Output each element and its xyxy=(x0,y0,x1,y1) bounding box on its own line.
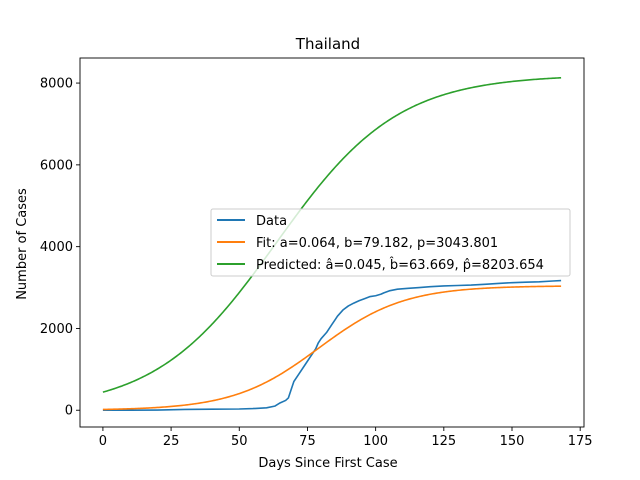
x-tick-label: 25 xyxy=(163,434,180,449)
x-tick-label: 75 xyxy=(299,434,316,449)
x-tick-label: 175 xyxy=(568,434,593,449)
legend-entry-data: Data xyxy=(256,214,287,229)
x-tick-label: 125 xyxy=(431,434,456,449)
series-fit-line xyxy=(102,285,562,411)
x-tick-label: 150 xyxy=(500,434,525,449)
y-tick-label: 4000 xyxy=(40,240,73,255)
legend-box xyxy=(210,208,571,277)
y-tick-label: 8000 xyxy=(40,77,73,92)
y-tick-label: 6000 xyxy=(40,158,73,173)
plot-area xyxy=(102,76,562,412)
axes-frame xyxy=(79,57,585,428)
x-axis-label: Days Since First Case xyxy=(258,456,397,471)
legend: Data Fit: a=0.064, b=79.182, p=3043.801 … xyxy=(210,208,571,277)
axes: 0 25 50 75 100 125 150 175 0 2000 4000 6000 8000 xyxy=(40,57,593,449)
y-tick-label: 2000 xyxy=(40,322,73,337)
x-tick-label: 50 xyxy=(231,434,248,449)
y-tick-label: 0 xyxy=(65,404,73,419)
series-predicted-line xyxy=(102,76,562,393)
x-tick-label: 0 xyxy=(99,434,107,449)
legend-entry-fit: Fit: a=0.064, b=79.182, p=3043.801 xyxy=(256,236,498,251)
chart-title: Thailand xyxy=(295,35,360,53)
y-axis-label: Number of Cases xyxy=(15,188,30,300)
x-tick-label: 100 xyxy=(363,434,388,449)
legend-entry-predicted: Predicted: â=0.045, b̂=63.669, p̂=8203.6… xyxy=(256,258,544,273)
series-data-line xyxy=(102,279,562,412)
